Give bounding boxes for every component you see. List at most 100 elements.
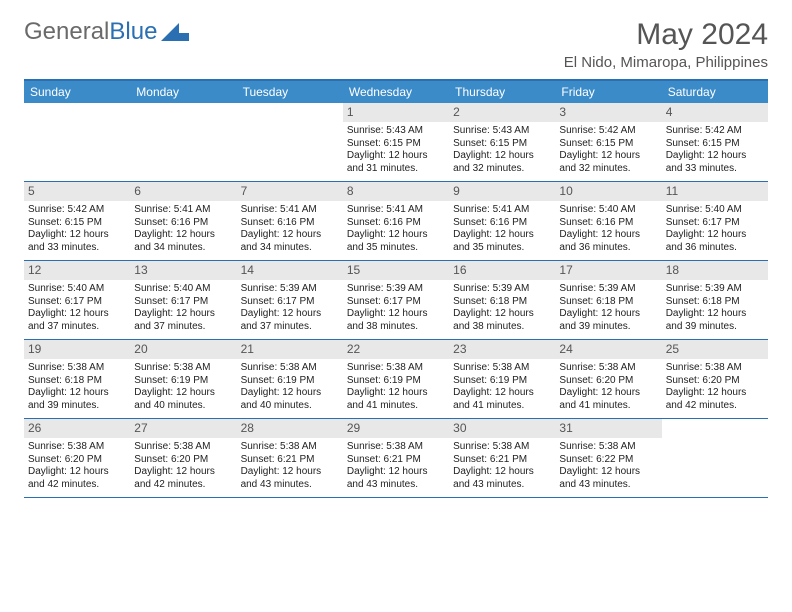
- week-row: 19Sunrise: 5:38 AMSunset: 6:18 PMDayligh…: [24, 340, 768, 419]
- daylight-text: Daylight: 12 hours and 33 minutes.: [28, 229, 126, 254]
- day-number: 21: [237, 340, 343, 359]
- daylight-text: Daylight: 12 hours and 41 minutes.: [559, 387, 657, 412]
- day-header: Tuesday: [237, 81, 343, 103]
- day-number: 9: [449, 182, 555, 201]
- sunrise-text: Sunrise: 5:43 AM: [347, 125, 445, 138]
- day-cell: 8Sunrise: 5:41 AMSunset: 6:16 PMDaylight…: [343, 182, 449, 260]
- day-cell: 5Sunrise: 5:42 AMSunset: 6:15 PMDaylight…: [24, 182, 130, 260]
- day-header: Sunday: [24, 81, 130, 103]
- daylight-text: Daylight: 12 hours and 38 minutes.: [453, 308, 551, 333]
- daylight-text: Daylight: 12 hours and 37 minutes.: [28, 308, 126, 333]
- daylight-text: Daylight: 12 hours and 41 minutes.: [453, 387, 551, 412]
- day-header: Monday: [130, 81, 236, 103]
- sunset-text: Sunset: 6:19 PM: [241, 375, 339, 388]
- day-cell: 2Sunrise: 5:43 AMSunset: 6:15 PMDaylight…: [449, 103, 555, 181]
- daylight-text: Daylight: 12 hours and 36 minutes.: [666, 229, 764, 254]
- sunrise-text: Sunrise: 5:38 AM: [241, 362, 339, 375]
- week-row: 12Sunrise: 5:40 AMSunset: 6:17 PMDayligh…: [24, 261, 768, 340]
- day-cell: 18Sunrise: 5:39 AMSunset: 6:18 PMDayligh…: [662, 261, 768, 339]
- day-cell: 16Sunrise: 5:39 AMSunset: 6:18 PMDayligh…: [449, 261, 555, 339]
- logo: GeneralBlue: [24, 18, 189, 46]
- day-number: 20: [130, 340, 236, 359]
- sunset-text: Sunset: 6:15 PM: [666, 138, 764, 151]
- sunrise-text: Sunrise: 5:38 AM: [453, 441, 551, 454]
- day-cell: 20Sunrise: 5:38 AMSunset: 6:19 PMDayligh…: [130, 340, 236, 418]
- sunset-text: Sunset: 6:20 PM: [134, 454, 232, 467]
- day-cell: 10Sunrise: 5:40 AMSunset: 6:16 PMDayligh…: [555, 182, 661, 260]
- sunrise-text: Sunrise: 5:39 AM: [347, 283, 445, 296]
- sunset-text: Sunset: 6:18 PM: [666, 296, 764, 309]
- sunrise-text: Sunrise: 5:42 AM: [28, 204, 126, 217]
- sunrise-text: Sunrise: 5:38 AM: [559, 441, 657, 454]
- day-cell: 11Sunrise: 5:40 AMSunset: 6:17 PMDayligh…: [662, 182, 768, 260]
- header: GeneralBlue May 2024 El Nido, Mimaropa, …: [24, 18, 768, 71]
- sunrise-text: Sunrise: 5:39 AM: [559, 283, 657, 296]
- daylight-text: Daylight: 12 hours and 34 minutes.: [134, 229, 232, 254]
- day-cell: 27Sunrise: 5:38 AMSunset: 6:20 PMDayligh…: [130, 419, 236, 497]
- day-cell: 13Sunrise: 5:40 AMSunset: 6:17 PMDayligh…: [130, 261, 236, 339]
- sunrise-text: Sunrise: 5:42 AM: [666, 125, 764, 138]
- day-number: 4: [662, 103, 768, 122]
- sunrise-text: Sunrise: 5:38 AM: [666, 362, 764, 375]
- location-text: El Nido, Mimaropa, Philippines: [564, 54, 768, 71]
- day-cell: 14Sunrise: 5:39 AMSunset: 6:17 PMDayligh…: [237, 261, 343, 339]
- day-cell: 1Sunrise: 5:43 AMSunset: 6:15 PMDaylight…: [343, 103, 449, 181]
- daylight-text: Daylight: 12 hours and 42 minutes.: [134, 466, 232, 491]
- daylight-text: Daylight: 12 hours and 41 minutes.: [347, 387, 445, 412]
- calendar: SundayMondayTuesdayWednesdayThursdayFrid…: [24, 79, 768, 498]
- sunset-text: Sunset: 6:20 PM: [28, 454, 126, 467]
- day-number: 14: [237, 261, 343, 280]
- day-number: 22: [343, 340, 449, 359]
- logo-text-general: General: [24, 18, 109, 46]
- day-number: 30: [449, 419, 555, 438]
- sunrise-text: Sunrise: 5:38 AM: [134, 362, 232, 375]
- daylight-text: Daylight: 12 hours and 42 minutes.: [28, 466, 126, 491]
- week-row: 5Sunrise: 5:42 AMSunset: 6:15 PMDaylight…: [24, 182, 768, 261]
- sunset-text: Sunset: 6:15 PM: [28, 217, 126, 230]
- daylight-text: Daylight: 12 hours and 43 minutes.: [241, 466, 339, 491]
- day-cell: 15Sunrise: 5:39 AMSunset: 6:17 PMDayligh…: [343, 261, 449, 339]
- sunset-text: Sunset: 6:15 PM: [453, 138, 551, 151]
- sunset-text: Sunset: 6:19 PM: [453, 375, 551, 388]
- week-row: 1Sunrise: 5:43 AMSunset: 6:15 PMDaylight…: [24, 103, 768, 182]
- daylight-text: Daylight: 12 hours and 31 minutes.: [347, 150, 445, 175]
- daylight-text: Daylight: 12 hours and 38 minutes.: [347, 308, 445, 333]
- day-number: 2: [449, 103, 555, 122]
- sunrise-text: Sunrise: 5:38 AM: [134, 441, 232, 454]
- sunrise-text: Sunrise: 5:38 AM: [28, 441, 126, 454]
- day-cell: 17Sunrise: 5:39 AMSunset: 6:18 PMDayligh…: [555, 261, 661, 339]
- day-number: 6: [130, 182, 236, 201]
- logo-text-blue: Blue: [109, 18, 157, 46]
- daylight-text: Daylight: 12 hours and 39 minutes.: [559, 308, 657, 333]
- daylight-text: Daylight: 12 hours and 43 minutes.: [453, 466, 551, 491]
- day-header: Thursday: [449, 81, 555, 103]
- day-cell: 6Sunrise: 5:41 AMSunset: 6:16 PMDaylight…: [130, 182, 236, 260]
- sunset-text: Sunset: 6:17 PM: [134, 296, 232, 309]
- day-cell: 19Sunrise: 5:38 AMSunset: 6:18 PMDayligh…: [24, 340, 130, 418]
- sunrise-text: Sunrise: 5:40 AM: [666, 204, 764, 217]
- day-cell: 29Sunrise: 5:38 AMSunset: 6:21 PMDayligh…: [343, 419, 449, 497]
- day-cell: 30Sunrise: 5:38 AMSunset: 6:21 PMDayligh…: [449, 419, 555, 497]
- sunrise-text: Sunrise: 5:38 AM: [241, 441, 339, 454]
- sunrise-text: Sunrise: 5:38 AM: [453, 362, 551, 375]
- sunrise-text: Sunrise: 5:41 AM: [241, 204, 339, 217]
- sunset-text: Sunset: 6:18 PM: [559, 296, 657, 309]
- day-cell: 3Sunrise: 5:42 AMSunset: 6:15 PMDaylight…: [555, 103, 661, 181]
- day-number: 3: [555, 103, 661, 122]
- day-cell: 9Sunrise: 5:41 AMSunset: 6:16 PMDaylight…: [449, 182, 555, 260]
- daylight-text: Daylight: 12 hours and 32 minutes.: [559, 150, 657, 175]
- sunrise-text: Sunrise: 5:43 AM: [453, 125, 551, 138]
- day-header-row: SundayMondayTuesdayWednesdayThursdayFrid…: [24, 81, 768, 103]
- sunrise-text: Sunrise: 5:39 AM: [453, 283, 551, 296]
- day-number: 15: [343, 261, 449, 280]
- day-number: 11: [662, 182, 768, 201]
- day-number: 8: [343, 182, 449, 201]
- title-block: May 2024 El Nido, Mimaropa, Philippines: [564, 18, 768, 71]
- sunset-text: Sunset: 6:21 PM: [347, 454, 445, 467]
- day-cell: 22Sunrise: 5:38 AMSunset: 6:19 PMDayligh…: [343, 340, 449, 418]
- sunrise-text: Sunrise: 5:39 AM: [666, 283, 764, 296]
- day-cell: 31Sunrise: 5:38 AMSunset: 6:22 PMDayligh…: [555, 419, 661, 497]
- sunset-text: Sunset: 6:16 PM: [347, 217, 445, 230]
- sunset-text: Sunset: 6:16 PM: [134, 217, 232, 230]
- day-cell: 28Sunrise: 5:38 AMSunset: 6:21 PMDayligh…: [237, 419, 343, 497]
